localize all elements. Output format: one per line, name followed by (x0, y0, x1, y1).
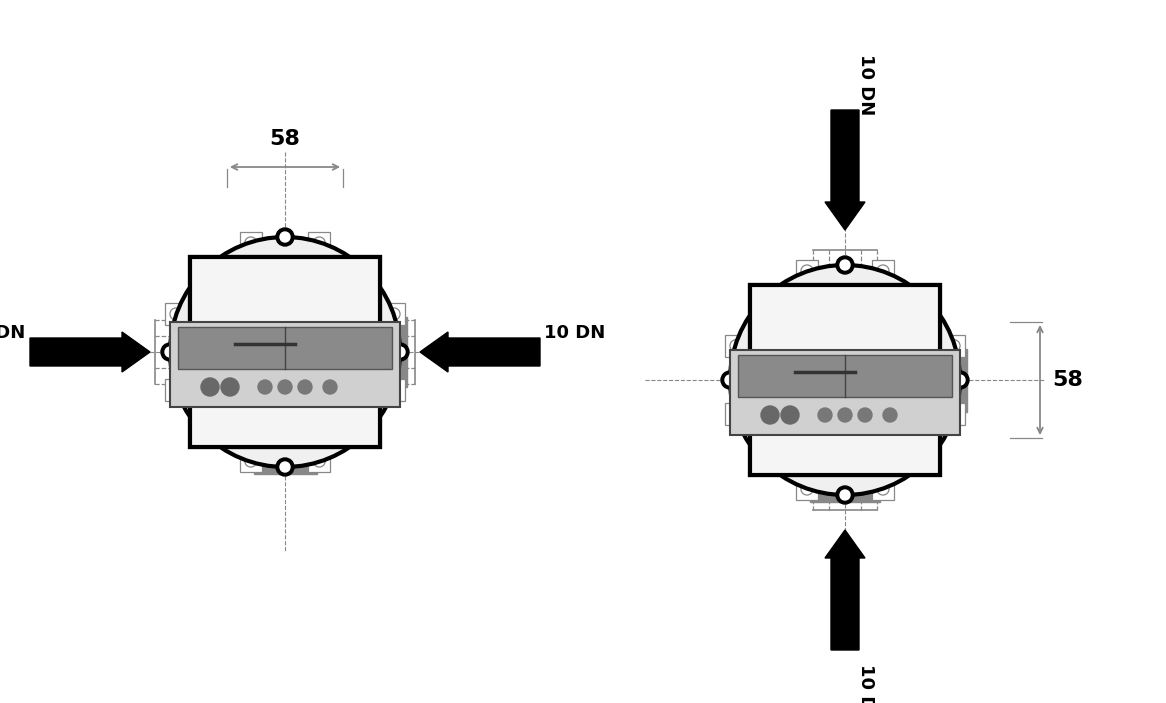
Circle shape (838, 408, 852, 422)
Bar (308, 232, 330, 254)
Circle shape (877, 483, 888, 495)
Circle shape (836, 256, 854, 274)
Circle shape (278, 380, 292, 394)
Bar (253, 256, 316, 264)
Bar (810, 266, 880, 274)
Circle shape (730, 408, 742, 420)
Circle shape (883, 408, 897, 422)
Bar (738, 355, 951, 397)
Circle shape (395, 347, 405, 357)
Circle shape (840, 490, 850, 500)
Bar (941, 349, 949, 411)
Bar (166, 303, 187, 325)
Circle shape (761, 406, 779, 424)
Circle shape (840, 260, 850, 270)
Bar (943, 335, 965, 357)
Bar (240, 232, 262, 254)
Bar (189, 317, 197, 387)
Bar (958, 349, 967, 411)
Bar (240, 450, 262, 472)
Text: 58: 58 (269, 129, 301, 149)
Circle shape (955, 375, 965, 385)
Circle shape (948, 408, 960, 420)
Bar (190, 257, 380, 447)
Bar (725, 335, 747, 357)
Text: 58: 58 (1052, 370, 1083, 390)
Bar (308, 450, 330, 472)
Circle shape (721, 371, 739, 389)
Circle shape (314, 237, 325, 249)
Circle shape (801, 483, 813, 495)
FancyArrow shape (826, 110, 865, 230)
Circle shape (222, 378, 239, 396)
Bar (253, 238, 316, 246)
Bar (170, 322, 400, 407)
Bar (810, 494, 880, 502)
Text: 10 DN: 10 DN (857, 54, 874, 115)
Bar (166, 379, 187, 401)
Circle shape (781, 406, 799, 424)
Circle shape (388, 308, 400, 320)
Bar (399, 317, 407, 387)
Bar (796, 260, 819, 282)
Circle shape (725, 375, 735, 385)
Circle shape (245, 237, 257, 249)
Circle shape (730, 340, 742, 352)
Circle shape (258, 380, 272, 394)
Circle shape (276, 228, 294, 246)
Bar (382, 379, 405, 401)
Bar (190, 257, 380, 447)
Bar (810, 476, 880, 484)
Circle shape (948, 340, 960, 352)
Circle shape (298, 380, 312, 394)
Bar (750, 285, 940, 475)
Bar (731, 349, 739, 411)
Circle shape (170, 237, 400, 467)
Circle shape (166, 347, 175, 357)
Circle shape (161, 343, 180, 361)
Bar (382, 303, 405, 325)
Circle shape (170, 384, 182, 396)
Circle shape (314, 455, 325, 467)
FancyArrow shape (826, 530, 865, 650)
Bar (725, 404, 747, 425)
Circle shape (391, 343, 409, 361)
Bar (730, 350, 960, 435)
Bar (381, 317, 389, 387)
Circle shape (280, 462, 290, 472)
Text: 10 DN: 10 DN (545, 324, 605, 342)
Bar (171, 317, 180, 387)
Bar (253, 448, 316, 456)
Circle shape (951, 371, 969, 389)
Bar (872, 260, 894, 282)
Bar (253, 466, 316, 474)
Text: 10 DN: 10 DN (857, 664, 874, 703)
Circle shape (280, 232, 290, 242)
Bar (810, 284, 880, 292)
Bar (178, 327, 392, 369)
Circle shape (730, 265, 960, 495)
Bar (943, 404, 965, 425)
Circle shape (877, 265, 888, 277)
Circle shape (388, 384, 400, 396)
Circle shape (323, 380, 337, 394)
Circle shape (858, 408, 872, 422)
Circle shape (276, 458, 294, 476)
Circle shape (819, 408, 833, 422)
Text: 10 DN: 10 DN (0, 324, 26, 342)
Circle shape (170, 308, 182, 320)
Circle shape (201, 378, 219, 396)
Circle shape (801, 265, 813, 277)
Circle shape (245, 455, 257, 467)
Bar (796, 478, 819, 500)
Bar (872, 478, 894, 500)
Bar (750, 285, 940, 475)
FancyArrow shape (30, 332, 150, 372)
Circle shape (836, 486, 854, 504)
Bar (749, 349, 757, 411)
FancyArrow shape (420, 332, 540, 372)
